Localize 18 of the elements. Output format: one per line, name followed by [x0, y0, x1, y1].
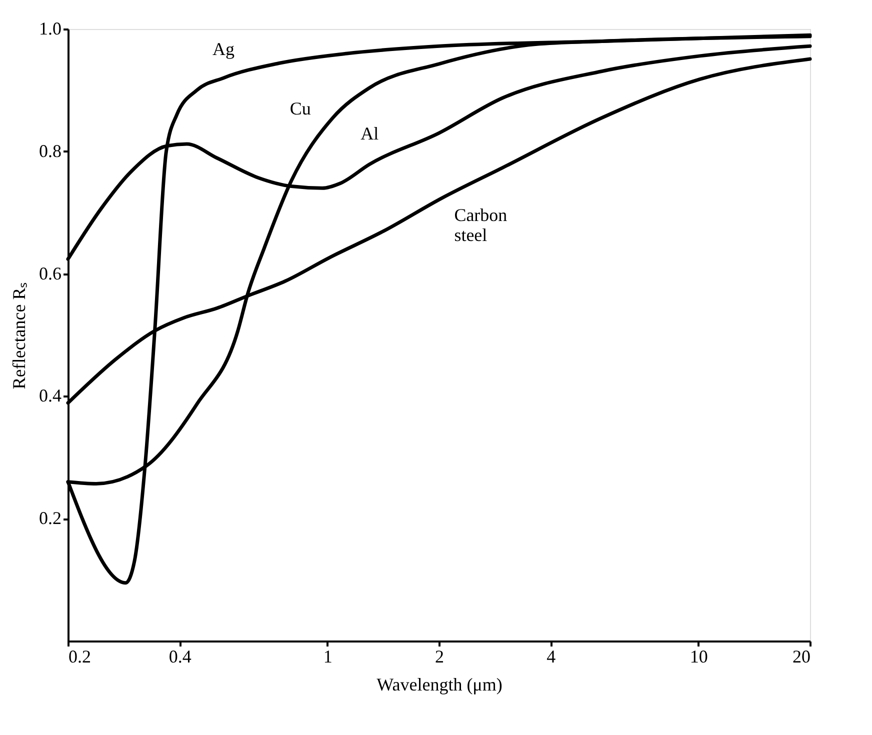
y-tick-label: 0.6 — [39, 263, 62, 284]
x-tick-label: 0.2 — [68, 646, 91, 666]
x-tick-label: 2 — [435, 646, 444, 666]
y-axis-title: Reflectance Rₛ — [9, 282, 29, 390]
x-tick-label: 4 — [546, 646, 556, 666]
series-label: Ag — [212, 38, 234, 59]
y-tick-label: 0.2 — [39, 508, 62, 528]
y-tick-label: 1.0 — [39, 18, 62, 38]
y-tick-label: 0.8 — [39, 140, 62, 161]
x-tick-label: 20 — [792, 646, 810, 666]
y-tick-label: 0.4 — [39, 386, 62, 406]
x-tick-label: 10 — [690, 646, 708, 666]
x-tick-label: 0.4 — [168, 646, 192, 666]
series-label: Al — [360, 123, 379, 144]
x-tick-label: 1 — [323, 646, 332, 666]
series-label: Cu — [290, 98, 311, 119]
series-label: Carbon steel — [454, 204, 508, 245]
x-axis-title: Wavelength (μm) — [376, 674, 502, 694]
